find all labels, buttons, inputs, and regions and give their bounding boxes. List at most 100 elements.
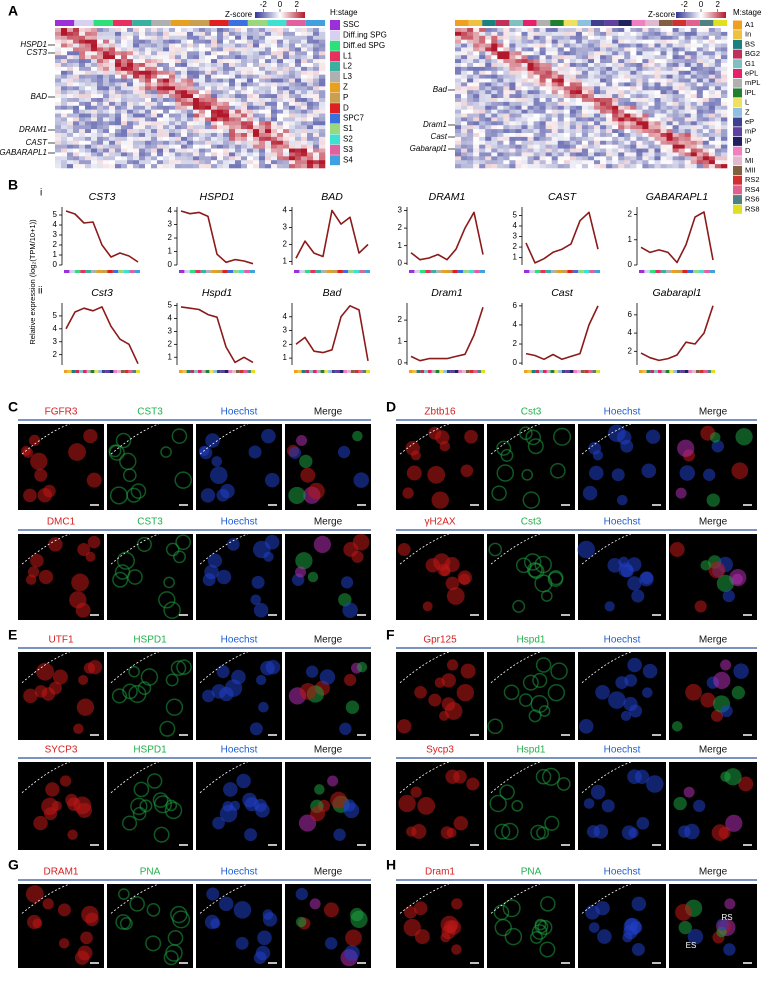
heatmap-cell [515, 31, 522, 37]
heatmap-cell [684, 55, 692, 60]
heatmap-cell [229, 148, 236, 153]
heatmap-cell [539, 101, 546, 107]
heatmap-cell [307, 105, 314, 110]
micrograph [487, 762, 575, 850]
heatmap-cell [199, 63, 206, 68]
heatmap-cell [271, 63, 278, 68]
heatmap-cell [485, 144, 492, 149]
cell-signal [413, 901, 428, 916]
heatmap-cell [133, 86, 140, 91]
heatmap-cell [307, 28, 314, 33]
y-tick-label: 4 [283, 206, 288, 215]
cell-signal [414, 685, 427, 699]
heatmap-cell [139, 59, 146, 64]
heatmap-cell [648, 39, 655, 44]
heatmap-cell [521, 90, 528, 95]
heatmap-cell [67, 129, 74, 134]
legend-label: L2 [343, 62, 352, 71]
heatmap-cell [181, 35, 188, 40]
heatmap-cell [708, 82, 716, 87]
heatmap-cell [545, 43, 553, 48]
heatmap-cell [157, 59, 164, 64]
heatmap-cell [581, 136, 589, 142]
heatmap-cell [533, 35, 540, 40]
heatmap-cell [455, 28, 462, 33]
heatmap-cell [714, 105, 722, 110]
heatmap-cell [193, 105, 200, 110]
heatmap-cell [533, 66, 540, 72]
heatmap-cell [678, 101, 685, 107]
heatmap-cell [145, 35, 152, 40]
heatmap-cell [690, 121, 698, 126]
stage-strip [642, 370, 647, 373]
heatmap-cell [539, 113, 546, 118]
heatmap-cell [696, 140, 704, 145]
heatmap-cell [587, 90, 595, 95]
heatmap-cell [557, 121, 565, 126]
heatmap-cell [187, 66, 194, 72]
heatmap-cell [259, 55, 266, 60]
heatmap-cell [307, 117, 314, 122]
heatmap-cell [115, 117, 122, 122]
tubule-boundary [399, 883, 449, 914]
heatmap-cell [295, 156, 302, 161]
heatmap-cell [181, 39, 188, 44]
heatmap-cell [301, 39, 308, 44]
heatmap-cell [618, 98, 625, 103]
heatmap-cell [205, 35, 212, 40]
heatmap-cell [85, 121, 92, 126]
cell-signal [708, 561, 726, 579]
heatmap-cell [157, 136, 164, 142]
heatmap-cell [630, 74, 637, 79]
heatmap-cell [289, 94, 296, 99]
heatmap-cell [259, 117, 266, 122]
heatmap-cell [145, 94, 152, 99]
heatmap-cell [612, 47, 619, 52]
heatmap-cell [509, 66, 516, 72]
heatmap-cell [467, 133, 474, 138]
heatmap-cell [235, 31, 242, 37]
heatmap-cell [527, 28, 534, 33]
heatmap-cell [606, 55, 613, 60]
cell-signal [515, 557, 532, 574]
heatmap-cell [217, 133, 224, 138]
heatmap-cell [319, 31, 326, 37]
heatmap-cell [497, 113, 504, 118]
heatmap-cell [654, 113, 661, 118]
heatmap-cell [708, 63, 716, 68]
heatmap-cell [678, 35, 685, 40]
heatmap-cell [612, 31, 619, 37]
heatmap-cell [271, 39, 278, 44]
y-tick-label: 4 [513, 320, 518, 329]
heatmap-cell [455, 74, 462, 79]
heatmap-cell [527, 35, 534, 40]
heatmap-cell [181, 113, 188, 118]
heatmap-cell [612, 78, 619, 83]
cell-signal [673, 796, 687, 811]
heatmap-cell [461, 113, 468, 118]
heatmap-cell [151, 136, 158, 142]
heatmap-cell [73, 121, 80, 126]
heatmap-cell [606, 94, 613, 99]
heatmap-cell [265, 125, 272, 130]
chart-title: Cst3 [91, 287, 113, 299]
heatmap-cell [61, 109, 68, 114]
heatmap-cell [479, 117, 486, 122]
heatmap-cell [145, 31, 152, 37]
heatmap-cell [666, 98, 673, 103]
heatmap-cell [121, 156, 128, 161]
stage-strip [556, 270, 562, 273]
heatmap-cell [660, 121, 667, 126]
heatmap-cell [606, 105, 613, 110]
heatmap-cell [533, 31, 540, 37]
heatmap-cell [55, 63, 62, 68]
legend-swatch [733, 39, 742, 49]
heatmap-cell [85, 101, 92, 107]
heatmap-cell [79, 70, 86, 75]
heatmap-cell [557, 113, 565, 118]
heatmap-cell [235, 90, 242, 95]
heatmap-cell [211, 59, 218, 64]
heatmap-cell [455, 59, 462, 64]
heatmap-cell [73, 28, 80, 33]
cell-signal [720, 659, 732, 671]
